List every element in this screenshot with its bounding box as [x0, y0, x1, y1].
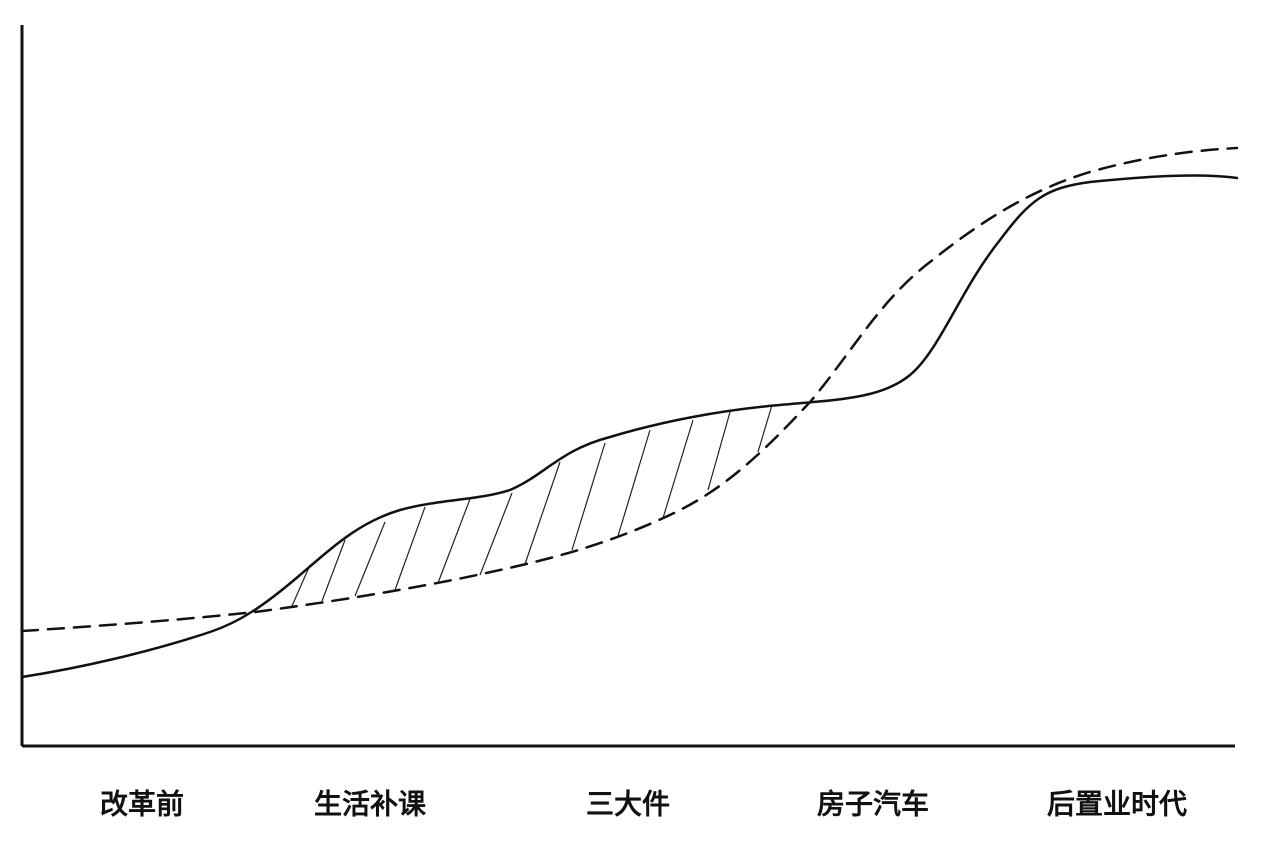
hatch-line — [524, 461, 561, 565]
hatch-line — [354, 521, 386, 597]
hatch-line — [394, 506, 426, 591]
hatch-line — [662, 419, 694, 519]
dashed-curve — [20, 146, 1239, 633]
solid-curve — [20, 174, 1239, 679]
hatch-line — [757, 404, 773, 453]
hatch-line — [707, 411, 731, 491]
stage-label: 改革前 — [100, 788, 184, 821]
stage-label: 生活补课 — [314, 788, 427, 821]
hatching — [291, 404, 773, 607]
hatch-line — [479, 492, 513, 576]
hatch-line — [571, 442, 606, 551]
hatch-line — [617, 429, 651, 537]
hatch-line — [321, 539, 346, 602]
hatch-line — [291, 564, 311, 607]
stage-label: 后置业时代 — [1047, 788, 1187, 821]
hatch-line — [437, 498, 471, 584]
stage-label: 三大件 — [586, 788, 670, 821]
stage-label: 房子汽车 — [817, 788, 929, 821]
